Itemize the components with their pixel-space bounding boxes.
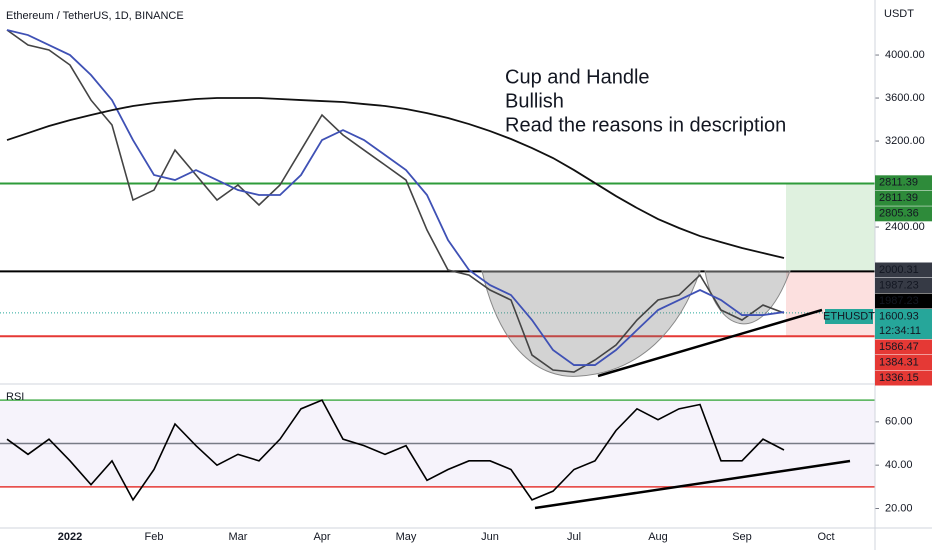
price-tag (875, 175, 932, 191)
price-tag-label: 1384.31 (879, 356, 919, 368)
price-tag-label: 1987.23 (879, 279, 919, 291)
annotation: Cup and Handle (505, 66, 650, 88)
currency-label: USDT (884, 8, 914, 20)
x-tick-label: Mar (229, 531, 248, 543)
annotation: Read the reasons in description (505, 114, 786, 136)
x-tick-label: May (396, 531, 417, 543)
rsi-tick-label: 40.00 (885, 459, 913, 471)
x-tick-label: Oct (817, 531, 834, 543)
rsi-pane: 60.00 40.00 20.00 (0, 399, 913, 514)
x-tick-label: Sep (732, 531, 752, 543)
x-tick-label: Feb (145, 531, 164, 543)
price-tag (875, 190, 932, 206)
countdown-label: 12:34:11 (879, 325, 921, 337)
price-tag-label: 2000.31 (879, 264, 919, 276)
price-tag (875, 293, 932, 309)
rsi-tick-label: 20.00 (885, 502, 913, 514)
series-line (6, 29, 785, 373)
rsi-tick-label: 60.00 (885, 416, 913, 428)
price-tag-label: 2811.39 (879, 192, 918, 204)
price-tag (875, 339, 932, 355)
stop-zone (786, 271, 875, 337)
x-tick-label: Apr (313, 531, 330, 543)
series-line (6, 97, 785, 259)
x-tick-label: Aug (648, 531, 668, 543)
price-tags: 2811.39 2811.39 2805.36 2000.31 1987.23 1987.… (823, 175, 932, 386)
trend-line (597, 308, 823, 378)
price-tag-label: 1987.23 (879, 295, 919, 307)
cup-shape (481, 270, 701, 377)
symbol-tag (825, 308, 873, 324)
price-tag-label: 1336.15 (879, 372, 919, 384)
annotation: Bullish (505, 90, 564, 112)
x-tick-label: Jun (481, 531, 499, 543)
y-tick-label: 3200.00 (885, 135, 925, 147)
series-line (6, 29, 785, 366)
price-tag-label: 2811.39 (879, 177, 918, 189)
symbol-label: ETHUSDT (823, 310, 875, 322)
target-zone (786, 183, 875, 272)
rsi-label: RSI (6, 391, 24, 403)
price-tag-label: 2805.36 (879, 208, 919, 220)
rsi-line (6, 399, 785, 502)
price-tag (875, 262, 932, 278)
rsi-trend-line (534, 459, 851, 510)
y-tick-label: 3600.00 (885, 92, 925, 104)
price-tag-label: 1600.93 (879, 310, 919, 322)
price-tag (875, 277, 932, 293)
chart-title: Ethereum / TetherUS, 1D, BINANCE (6, 10, 184, 22)
y-tick-label: 4000.00 (885, 49, 925, 61)
price-tag-label: 1586.47 (879, 341, 919, 353)
price-tag (875, 370, 932, 386)
price-tag (875, 308, 932, 339)
x-tick-label: 2022 (58, 531, 82, 543)
price-tag (875, 354, 932, 370)
series-layer (6, 29, 785, 373)
price-tag (875, 206, 932, 222)
y-tick-label: 2400.00 (885, 221, 925, 233)
x-tick-label: Jul (567, 531, 581, 543)
